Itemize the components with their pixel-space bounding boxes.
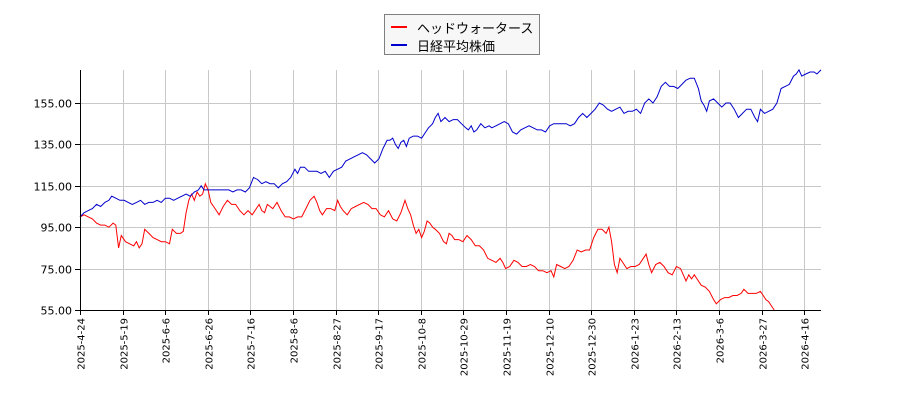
legend-item-headwaters: ヘッドウォータース — [391, 18, 534, 37]
y-axis-ticks: 55.00 75.00 95.00 115.00 135.00 155.00 — [34, 98, 80, 318]
legend-swatch-blue — [391, 44, 407, 46]
x-tick-label: 2025-5-19 — [120, 318, 131, 370]
x-tick-label: 2025-11-19 — [503, 318, 514, 376]
x-tick-label: 2025-8-6 — [290, 318, 301, 363]
x-tick-label: 2026-4-16 — [801, 318, 812, 370]
x-tick-label: 2026-3-27 — [759, 318, 770, 370]
x-tick-label: 2026-3-6 — [716, 318, 727, 363]
x-tick-label: 2025-12-10 — [546, 318, 557, 376]
x-tick-label: 2025-6-26 — [205, 318, 216, 370]
x-tick-label: 2025-8-27 — [333, 318, 344, 370]
y-tick-label: 155.00 — [34, 98, 73, 111]
legend-swatch-red — [391, 26, 407, 28]
x-tick-label: 2025-6-6 — [162, 318, 173, 363]
x-tick-label: 2025-7-16 — [247, 318, 258, 370]
x-tick-label: 2025-12-30 — [588, 318, 599, 376]
chart-legend: ヘッドウォータース 日経平均株価 — [384, 14, 540, 55]
y-tick-label: 95.00 — [41, 222, 73, 235]
series-lines — [79, 68, 822, 311]
x-axis-ticks: 2025-4-24 2025-5-19 2025-6-6 2025-6-26 2025-… — [77, 310, 812, 376]
y-tick-label: 135.00 — [34, 139, 73, 152]
axes — [80, 70, 821, 311]
x-tick-label: 2025-10-29 — [460, 318, 471, 376]
x-tick-label: 2025-10-8 — [418, 318, 429, 370]
x-tick-label: 2025-9-17 — [375, 318, 386, 370]
y-tick-label: 55.00 — [41, 305, 73, 318]
x-tick-label: 2025-4-24 — [77, 318, 88, 370]
legend-item-nikkei: 日経平均株価 — [391, 36, 496, 55]
grid-lines — [80, 70, 821, 310]
y-tick-label: 115.00 — [34, 181, 73, 194]
x-tick-label: 2026-1-23 — [631, 318, 642, 370]
y-tick-label: 75.00 — [41, 264, 73, 277]
series-line — [79, 182, 775, 311]
legend-label: 日経平均株価 — [417, 39, 496, 55]
legend-label: ヘッドウォータース — [417, 21, 534, 37]
x-tick-label: 2026-2-13 — [673, 318, 684, 370]
series-line — [79, 68, 822, 218]
